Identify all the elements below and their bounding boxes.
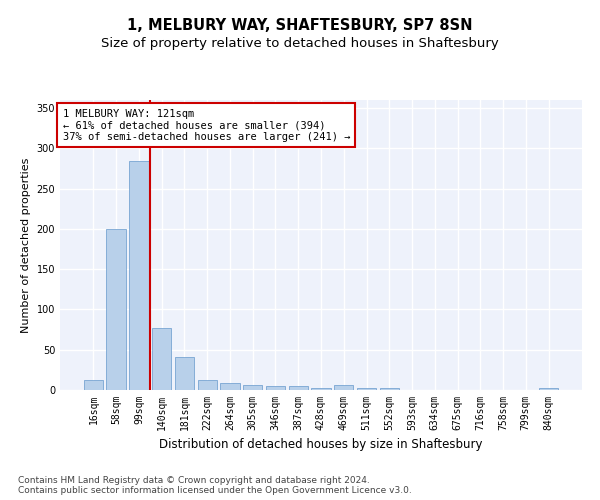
- X-axis label: Distribution of detached houses by size in Shaftesbury: Distribution of detached houses by size …: [159, 438, 483, 452]
- Bar: [106, 229, 126, 390]
- Bar: [220, 383, 239, 390]
- Bar: [311, 388, 331, 390]
- Text: Size of property relative to detached houses in Shaftesbury: Size of property relative to detached ho…: [101, 38, 499, 51]
- Bar: [129, 161, 149, 390]
- Bar: [266, 386, 285, 390]
- Bar: [539, 388, 558, 390]
- Text: 1 MELBURY WAY: 121sqm
← 61% of detached houses are smaller (394)
37% of semi-det: 1 MELBURY WAY: 121sqm ← 61% of detached …: [62, 108, 350, 142]
- Bar: [84, 380, 103, 390]
- Text: Contains HM Land Registry data © Crown copyright and database right 2024.
Contai: Contains HM Land Registry data © Crown c…: [18, 476, 412, 495]
- Bar: [380, 388, 399, 390]
- Bar: [357, 388, 376, 390]
- Bar: [197, 380, 217, 390]
- Bar: [175, 357, 194, 390]
- Bar: [334, 385, 353, 390]
- Y-axis label: Number of detached properties: Number of detached properties: [21, 158, 31, 332]
- Bar: [289, 386, 308, 390]
- Bar: [152, 328, 172, 390]
- Text: 1, MELBURY WAY, SHAFTESBURY, SP7 8SN: 1, MELBURY WAY, SHAFTESBURY, SP7 8SN: [127, 18, 473, 32]
- Bar: [243, 385, 262, 390]
